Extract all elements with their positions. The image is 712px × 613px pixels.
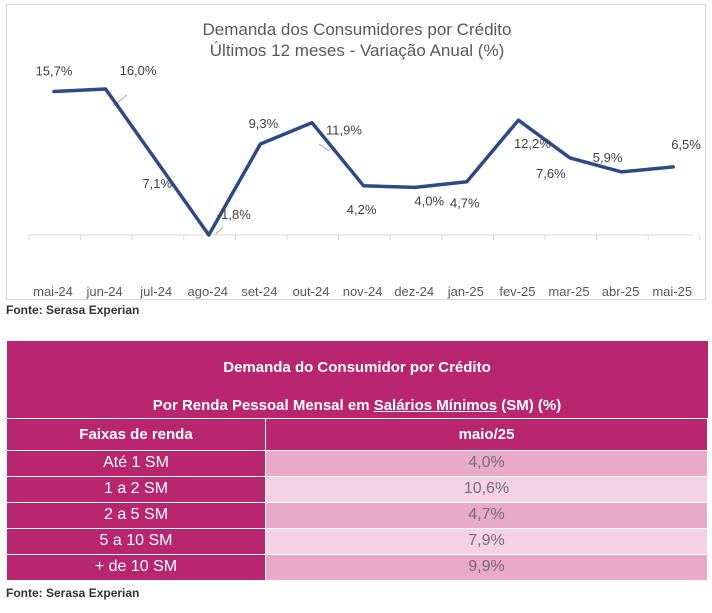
- data-label: 16,0%: [120, 63, 157, 78]
- x-tick-label: mai-25: [652, 284, 692, 299]
- x-tick-label: jan-25: [447, 284, 484, 299]
- chart-panel: Demanda dos Consumidores por Crédito Últ…: [6, 4, 706, 300]
- x-tick-label: nov-24: [343, 284, 383, 299]
- x-tick-label: set-24: [241, 284, 277, 299]
- chart-title: Demanda dos Consumidores por Crédito: [203, 20, 512, 39]
- table-row: 2 a 5 SM 4,7%: [6, 501, 709, 529]
- income-table: Demanda do Consumidor por Crédito Por Re…: [6, 341, 709, 581]
- data-label: 4,7%: [450, 196, 480, 211]
- line-chart: Demanda dos Consumidores por Crédito Últ…: [28, 20, 701, 299]
- label-leader-line: [318, 143, 330, 152]
- income-range-value: 4,7%: [264, 501, 709, 529]
- data-label: 15,7%: [36, 64, 73, 79]
- data-label: -1,8%: [217, 207, 251, 222]
- table-source: Fonte: Serasa Experian: [6, 586, 140, 600]
- col-header-month: maio/25: [264, 417, 709, 451]
- x-tick-label: mar-25: [548, 284, 589, 299]
- income-range-label: 1 a 2 SM: [6, 475, 266, 503]
- data-label: 4,2%: [347, 202, 377, 217]
- income-range-value: 10,6%: [264, 475, 709, 503]
- table-subtitle: Por Renda Pessoal Mensal em Salários Mín…: [6, 393, 708, 418]
- income-range-value: 7,9%: [264, 527, 709, 555]
- table-row: 1 a 2 SM 10,6%: [6, 475, 709, 503]
- table-row: Até 1 SM 4,0%: [6, 449, 709, 477]
- income-range-label: 5 a 10 SM: [6, 527, 266, 555]
- table-row: 5 a 10 SM 7,9%: [6, 527, 709, 555]
- x-tick-label: abr-25: [602, 284, 640, 299]
- data-label: 12,2%: [514, 136, 551, 151]
- chart-subtitle: Últimos 12 meses - Variação Anual (%): [210, 41, 504, 60]
- table-title: Demanda do Consumidor por Crédito: [6, 341, 708, 393]
- series-line: [52, 87, 675, 237]
- x-tick-label: jul-24: [139, 284, 172, 299]
- data-label: 7,6%: [536, 166, 566, 181]
- chart-source: Fonte: Serasa Experian: [6, 303, 140, 317]
- income-range-label: Até 1 SM: [6, 449, 266, 477]
- x-tick-label: dez-24: [394, 284, 434, 299]
- data-label: 9,3%: [249, 116, 279, 131]
- x-tick-label: jun-24: [86, 284, 123, 299]
- x-tick-label: mai-24: [33, 284, 73, 299]
- data-label: 4,0%: [414, 193, 444, 208]
- label-leader-line: [215, 226, 224, 235]
- data-label: 5,9%: [593, 150, 623, 165]
- data-label: 11,9%: [326, 123, 362, 138]
- x-tick-label: fev-25: [499, 284, 535, 299]
- table-row: + de 10 SM 9,9%: [6, 553, 709, 581]
- x-tick-label: out-24: [293, 284, 330, 299]
- data-label: 7,1%: [142, 176, 172, 191]
- data-label: 6,5%: [671, 137, 701, 152]
- income-range-label: 2 a 5 SM: [6, 501, 266, 529]
- income-range-value: 9,9%: [264, 553, 709, 581]
- col-header-income: Faixas de renda: [6, 417, 266, 451]
- income-range-value: 4,0%: [264, 449, 709, 477]
- x-tick-label: ago-24: [188, 284, 228, 299]
- income-range-label: + de 10 SM: [6, 553, 266, 581]
